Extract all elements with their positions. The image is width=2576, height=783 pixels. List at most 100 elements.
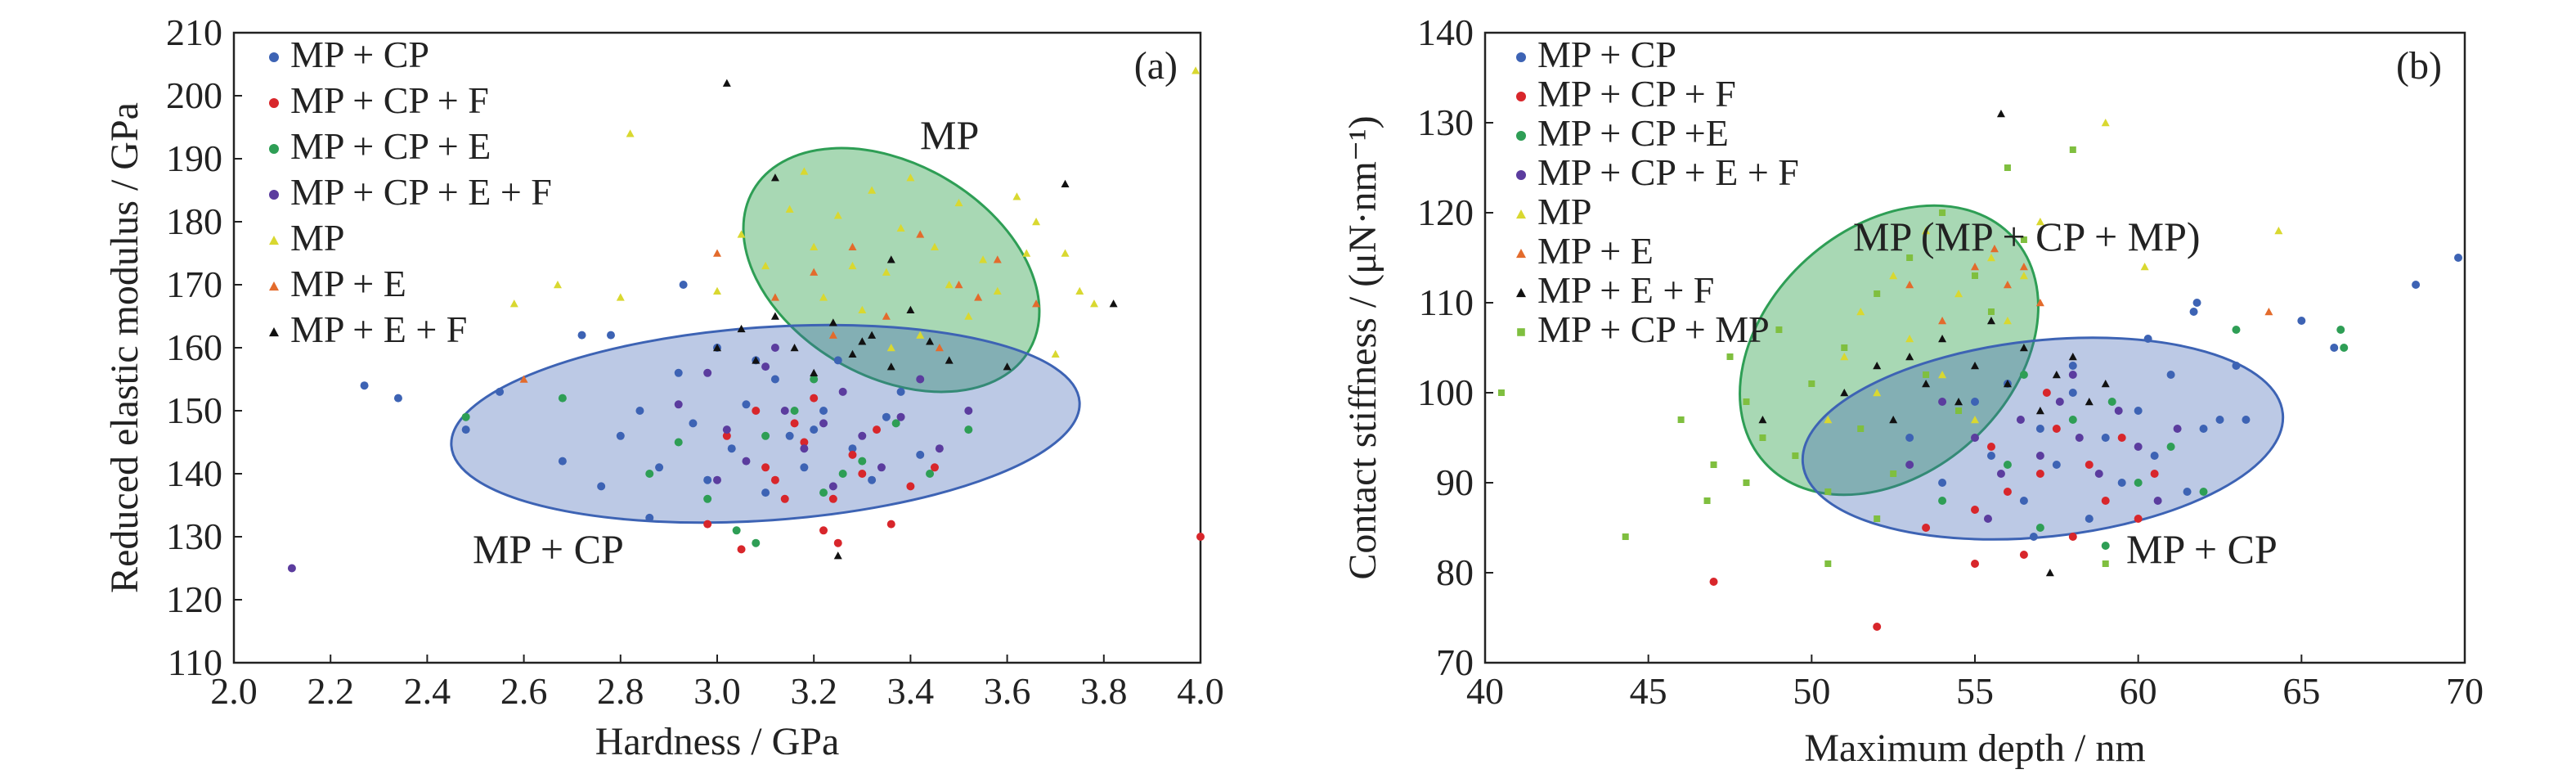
point-mp-cp-e-a [926,470,935,478]
point-mp-a [896,223,905,232]
plot-area-b: 40 45 50 55 60 65 70 70 80 90 100 110 120 130 140 MP … [1417,11,2484,712]
point-mp-cp-mp-b [1841,344,1848,351]
point-mp-cp-mp-b [1987,308,1995,315]
point-mp-e-f-b [1922,380,1931,388]
point-mp-cp-e-f-a [722,425,731,434]
point-mp-cp-e-f-a [800,444,809,453]
point-mp-a [886,344,895,352]
point-mp-e-f-a [945,356,954,364]
x-tick-label-a: 3.2 [790,670,837,712]
point-mp-cp-a [761,488,770,497]
point-mp-a [930,242,939,251]
point-mp-cp-a [810,425,819,434]
point-mp-cp-a [819,407,828,415]
point-mp-cp-mp-b [1824,560,1832,567]
point-mp-a [916,331,925,339]
point-mp-cp-e-f-a [761,362,770,371]
point-mp-cp-mp-b [2004,164,2011,171]
point-mp-cp-b [2117,479,2126,487]
point-mp-cp-f-a [828,494,837,503]
point-mp-a [616,293,625,301]
point-mp-cp-f-b [2068,533,2077,541]
point-mp-cp-e-b [2019,371,2028,379]
point-mp-cp-e-f-b [1938,398,1947,406]
point-mp-cp-b [2297,317,2306,325]
point-mp-cp-b [1938,479,1947,487]
point-mp-b [1938,371,1947,379]
point-mp-e-f-a [1003,362,1012,371]
point-mp-cp-e-f-b [1905,461,1914,469]
point-mp-a [819,293,828,301]
legend-marker-mp-e-a [269,281,279,291]
point-mp-cp-e-a [761,431,770,440]
y-tick-label-a: 150 [166,389,222,431]
point-mp-cp-f-b [1971,560,1979,568]
point-mp-e-f-b [2101,380,2110,388]
point-mp-e-f-a [713,344,721,352]
point-mp-cp-a [833,356,842,365]
legend-label-mp-cp-f-b: MP + CP + F [1537,73,1736,115]
point-mp-cp-e-b [2166,443,2175,451]
point-mp-cp-f-b [2035,470,2044,478]
point-mp-a [1012,192,1021,200]
points-group-a [287,66,1205,573]
point-mp-cp-e-b [2101,542,2110,550]
point-mp-a [858,305,867,314]
point-mp-cp-b [1905,434,1914,442]
point-mp-cp-a [703,475,712,484]
point-mp-b [1840,353,1849,361]
point-mp-cp-e-f-a [877,463,886,472]
point-mp-cp-a [689,419,698,428]
point-mp-e-a [848,242,857,251]
panel-tag-b: (b) [2396,44,2442,88]
point-mp-a [1022,249,1031,257]
point-mp-cp-b [2215,416,2224,424]
point-mp-cp-b [2454,254,2463,262]
point-mp-cp-e-f-b [2114,407,2123,415]
point-mp-cp-e-a [674,438,683,447]
y-axis-title-b: Contact stiffness / (μN·nm⁻¹) [1341,115,1384,579]
point-mp-e-f-a [868,331,877,339]
ellipse-mp-cp-a [450,323,1081,524]
point-mp-cp-f-b [1971,506,1979,514]
point-mp-e-f-b [2045,569,2054,577]
legend-marker-mp-cp-e-b [1516,131,1526,141]
point-mp-cp-e-f-a [916,375,925,384]
x-tick-label-b: 65 [2282,670,2320,712]
legend-label-mp-cp-e-b: MP + CP +E [1537,112,1729,154]
point-mp-cp-f-a [737,545,746,554]
point-mp-cp-a [577,331,586,340]
point-mp-cp-a [770,375,779,384]
legend-marker-mp-cp-f-a [269,98,279,108]
point-mp-a [553,281,562,289]
point-mp-cp-b [1986,452,1995,460]
annotation-mp-cp-b: MP + CP [2126,526,2278,572]
x-ticks-a: 2.0 2.2 2.4 2.6 2.8 3.0 3.2 3.4 3.6 3.8 4.0 [210,655,1224,712]
legend-marker-mp-b [1516,209,1526,219]
point-mp-cp-e-b [2336,326,2345,334]
point-mp-e-b [2003,281,2012,289]
point-mp-a [785,205,794,213]
point-mp-e-b [1990,245,1999,253]
point-mp-cp-mp-b [1808,380,1815,387]
point-mp-cp-mp-b [2102,560,2109,567]
point-mp-e-f-b [1873,362,1882,370]
legend-marker-mp-a [269,236,279,245]
point-mp-cp-mp-b [1923,371,1930,378]
y-tick-label-a: 130 [166,515,222,557]
point-mp-cp-mp-b [1703,497,1711,504]
point-mp-cp-mp-b [1677,416,1685,423]
legend-marker-mp-cp-e-a [269,144,279,154]
point-mp-cp-b [1971,398,1979,406]
point-mp-cp-e-f-a [896,412,905,421]
chart-panel-b: 40 45 50 55 60 65 70 70 80 90 100 110 120 130 140 MP … [1300,0,2576,783]
y-tick-label-b: 120 [1417,191,1474,233]
point-mp-cp-e-a [810,375,819,384]
point-mp-cp-f-a [770,475,779,484]
point-mp-cp-mp-b [1710,461,1717,468]
point-mp-e-f-b [1758,416,1767,424]
point-mp-cp-mp-b [1497,389,1505,396]
point-mp-cp-f-b [2042,389,2051,397]
x-tick-label-a: 2.8 [597,670,644,712]
point-mp-cp-f-a [1196,533,1205,541]
